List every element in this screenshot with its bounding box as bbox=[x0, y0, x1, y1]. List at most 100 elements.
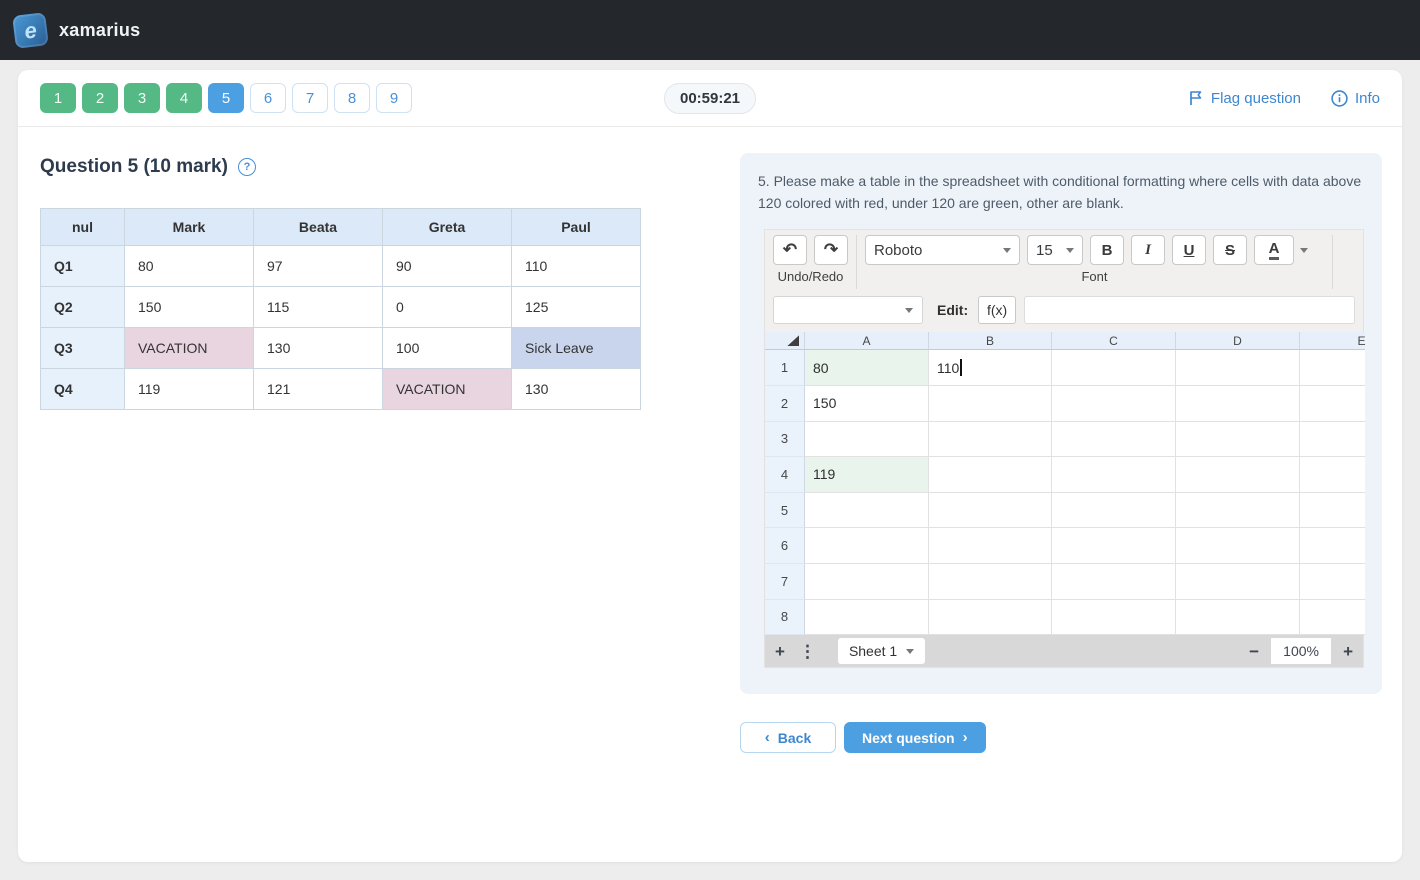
strikethrough-button[interactable]: S bbox=[1213, 235, 1247, 266]
underline-button[interactable]: U bbox=[1172, 235, 1206, 266]
font-size-select[interactable]: 15 bbox=[1027, 235, 1083, 266]
formula-input[interactable] bbox=[1024, 296, 1355, 325]
function-fx-button[interactable]: f(x) bbox=[978, 296, 1017, 325]
flag-question-button[interactable]: Flag question bbox=[1188, 90, 1301, 107]
sheet-cell-B6[interactable] bbox=[929, 528, 1052, 564]
spreadsheet-toolbar: ↶ ↷ Undo/Redo bbox=[765, 230, 1363, 290]
column-header-D[interactable]: D bbox=[1176, 332, 1300, 351]
column-header-C[interactable]: C bbox=[1052, 332, 1176, 351]
row-header-7[interactable]: 7 bbox=[765, 563, 805, 600]
question-nav-button-2[interactable]: 2 bbox=[82, 83, 118, 113]
exam-table-row-label: Q3 bbox=[40, 327, 125, 369]
question-nav-button-6[interactable]: 6 bbox=[250, 83, 286, 113]
sheet-cell-E5[interactable] bbox=[1300, 492, 1365, 529]
cell-name-box[interactable] bbox=[773, 296, 923, 325]
exam-table-cell: 119 bbox=[124, 368, 254, 410]
column-header-B[interactable]: B bbox=[929, 332, 1052, 351]
sheet-cell-A6[interactable] bbox=[805, 528, 929, 564]
sheet-cell-B2[interactable] bbox=[929, 385, 1052, 422]
row-header-2[interactable]: 2 bbox=[765, 385, 805, 422]
question-nav-button-7[interactable]: 7 bbox=[292, 83, 328, 113]
zoom-out-button[interactable]: − bbox=[1249, 641, 1260, 661]
chevron-down-icon bbox=[1300, 247, 1308, 253]
row-header-1[interactable]: 1 bbox=[765, 350, 805, 386]
sheet-cell-C4[interactable] bbox=[1052, 457, 1176, 493]
row-header-3[interactable]: 3 bbox=[765, 421, 805, 458]
table-row: Q1 80 97 90 110 bbox=[40, 245, 641, 287]
sheet-cell-A1[interactable]: 80 bbox=[805, 350, 929, 386]
sheet-cell-B5[interactable] bbox=[929, 492, 1052, 529]
sheet-cell-D1[interactable] bbox=[1176, 350, 1300, 386]
row-header-8[interactable]: 8 bbox=[765, 599, 805, 636]
sheet-cell-E8[interactable] bbox=[1300, 599, 1365, 636]
select-all-corner[interactable] bbox=[765, 332, 805, 351]
sheet-cell-D8[interactable] bbox=[1176, 599, 1300, 636]
exam-table-cell: VACATION bbox=[124, 327, 254, 369]
redo-button[interactable]: ↷ bbox=[814, 235, 848, 266]
sheet-cell-E1[interactable] bbox=[1300, 350, 1365, 386]
sheet-cell-C3[interactable] bbox=[1052, 421, 1176, 458]
add-sheet-button[interactable]: + bbox=[775, 641, 785, 661]
sheet-cell-D7[interactable] bbox=[1176, 563, 1300, 600]
text-color-button[interactable]: A bbox=[1254, 235, 1308, 266]
sheet-cell-B7[interactable] bbox=[929, 563, 1052, 600]
row-header-4[interactable]: 4 bbox=[765, 457, 805, 493]
sheet-cell-B8[interactable] bbox=[929, 599, 1052, 636]
exam-timer: 00:59:21 bbox=[663, 82, 757, 114]
next-question-button[interactable]: Next question › bbox=[844, 722, 986, 754]
italic-button[interactable]: I bbox=[1131, 235, 1165, 266]
exam-table-cell: Sick Leave bbox=[511, 327, 641, 369]
sheet-tab[interactable]: Sheet 1 bbox=[837, 638, 926, 665]
back-button[interactable]: ‹ Back bbox=[740, 722, 836, 754]
sheet-cell-E4[interactable] bbox=[1300, 457, 1365, 493]
help-icon[interactable]: ? bbox=[237, 158, 256, 176]
sheet-cell-A5[interactable] bbox=[805, 492, 929, 529]
row-header-5[interactable]: 5 bbox=[765, 492, 805, 529]
task-prompt: 5. Please make a table in the spreadshee… bbox=[758, 173, 1362, 211]
question-nav-button-8[interactable]: 8 bbox=[334, 83, 370, 113]
row-header-6[interactable]: 6 bbox=[765, 528, 805, 564]
column-header-A[interactable]: A bbox=[805, 332, 929, 351]
sheet-cell-C7[interactable] bbox=[1052, 563, 1176, 600]
question-nav-button-4[interactable]: 4 bbox=[166, 83, 202, 113]
question-nav-button-9[interactable]: 9 bbox=[376, 83, 412, 113]
question-nav-button-3[interactable]: 3 bbox=[124, 83, 160, 113]
sheet-cell-B4[interactable] bbox=[929, 457, 1052, 493]
sheet-cell-C6[interactable] bbox=[1052, 528, 1176, 564]
sheet-cell-A2[interactable]: 150 bbox=[805, 385, 929, 422]
column-header-E[interactable]: E bbox=[1300, 332, 1365, 351]
sheet-cell-E2[interactable] bbox=[1300, 385, 1365, 422]
sheet-cell-A8[interactable] bbox=[805, 599, 929, 636]
bold-button[interactable]: B bbox=[1090, 235, 1124, 266]
chevron-down-icon bbox=[1003, 247, 1011, 253]
undo-icon: ↶ bbox=[782, 240, 798, 260]
sheet-cell-C2[interactable] bbox=[1052, 385, 1176, 422]
sheet-cell-A4[interactable]: 119 bbox=[805, 457, 929, 493]
sheet-cell-D6[interactable] bbox=[1176, 528, 1300, 564]
sheet-cell-D3[interactable] bbox=[1176, 421, 1300, 458]
select-all-icon bbox=[787, 335, 799, 347]
font-family-select[interactable]: Roboto bbox=[865, 235, 1020, 266]
zoom-in-button[interactable]: + bbox=[1343, 641, 1353, 661]
sheet-cell-D5[interactable] bbox=[1176, 492, 1300, 529]
sheet-menu-kebab-icon[interactable]: ⋮ bbox=[798, 641, 816, 661]
sheet-cell-D2[interactable] bbox=[1176, 385, 1300, 422]
sheet-cell-E6[interactable] bbox=[1300, 528, 1365, 564]
sheet-cell-C1[interactable] bbox=[1052, 350, 1176, 386]
sheet-cell-A7[interactable] bbox=[805, 563, 929, 600]
sheet-cell-C8[interactable] bbox=[1052, 599, 1176, 636]
sheet-cell-C5[interactable] bbox=[1052, 492, 1176, 529]
sheet-cell-E7[interactable] bbox=[1300, 563, 1365, 600]
sheet-cell-B3[interactable] bbox=[929, 421, 1052, 458]
exam-table-cell: VACATION bbox=[382, 368, 512, 410]
info-button[interactable]: Info bbox=[1331, 90, 1380, 107]
sheet-cell-E3[interactable] bbox=[1300, 421, 1365, 458]
question-nav-button-1[interactable]: 1 bbox=[40, 83, 76, 113]
sheet-cell-D4[interactable] bbox=[1176, 457, 1300, 493]
chevron-right-icon: › bbox=[962, 729, 968, 747]
undo-button[interactable]: ↶ bbox=[773, 235, 807, 266]
question-nav-button-5[interactable]: 5 bbox=[208, 83, 244, 113]
sheet-cell-B1[interactable]: 110 bbox=[929, 350, 1052, 386]
sheet-cell-A3[interactable] bbox=[805, 421, 929, 458]
